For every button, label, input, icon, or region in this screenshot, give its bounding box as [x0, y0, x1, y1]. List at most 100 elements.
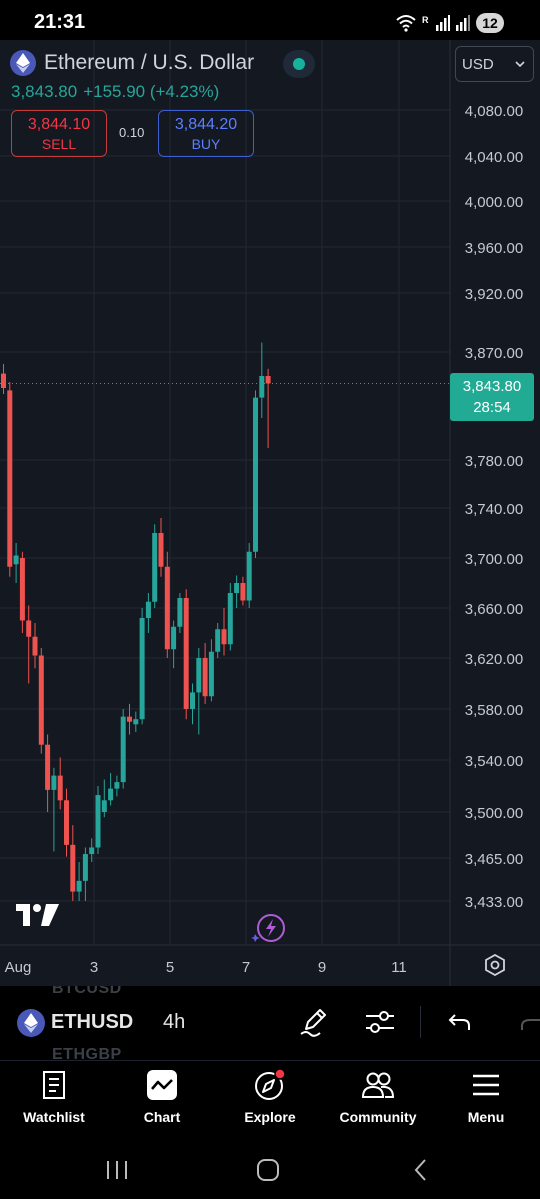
candle: [1, 364, 6, 394]
candle: [127, 703, 132, 735]
y-tick-label: 3,465.00: [465, 851, 523, 868]
chart-area[interactable]: 4,080.00 4,040.00 4,000.00 3,960.00 3,920.00…: [0, 40, 540, 986]
nav-menu[interactable]: Menu: [432, 1067, 540, 1133]
candle: [70, 825, 76, 901]
y-tick-label: 3,500.00: [465, 805, 523, 822]
spread-value: 0.10: [119, 125, 145, 140]
symbol-bar[interactable]: BTCUSD ETHGBP ETHUSD 4h: [0, 986, 540, 1060]
buy-button[interactable]: 3,844.20 BUY: [158, 110, 254, 157]
symbol-header[interactable]: Ethereum / U.S. Dollar: [10, 48, 254, 78]
notification-badge: 12: [476, 13, 504, 33]
candle: [120, 709, 126, 789]
home-button[interactable]: [248, 1152, 288, 1188]
undo-button[interactable]: [442, 1004, 478, 1040]
watchlist-icon: [0, 1067, 108, 1103]
candle: [145, 593, 151, 633]
y-tick-label: 3,780.00: [465, 453, 523, 470]
y-tick-label: 4,000.00: [465, 194, 523, 211]
back-button[interactable]: [400, 1152, 440, 1188]
nav-community-label: Community: [339, 1109, 417, 1125]
candle: [253, 390, 258, 558]
indicators-button[interactable]: [362, 1004, 398, 1040]
y-tick-label: 3,870.00: [465, 345, 523, 362]
price-summary: 3,843.80 +155.90 (+4.23%): [11, 82, 219, 102]
candle: [19, 551, 25, 633]
status-icons: R 12: [396, 12, 504, 34]
last-price-tag: 3,843.80 28:54: [450, 373, 534, 421]
drawing-tool-button[interactable]: [295, 1004, 331, 1040]
system-nav-bar: [0, 1140, 540, 1199]
nav-explore[interactable]: Explore: [216, 1067, 324, 1133]
candle: [64, 788, 69, 857]
candle: [265, 368, 271, 448]
candle: [38, 648, 44, 754]
candle: [240, 576, 246, 606]
candle: [227, 583, 233, 651]
candle: [259, 342, 265, 418]
recent-apps-button[interactable]: [97, 1152, 137, 1188]
x-tick-label: 9: [318, 959, 326, 976]
market-status-icon[interactable]: [283, 50, 315, 78]
symbol-ticker[interactable]: ETHUSD: [51, 1011, 134, 1033]
currency-select[interactable]: USD: [455, 46, 534, 82]
settings-icon[interactable]: [484, 954, 506, 976]
candle: [152, 524, 158, 608]
tradingview-logo-icon: [16, 904, 59, 926]
candle: [171, 620, 177, 669]
buy-price: 3,844.20: [174, 116, 238, 133]
interval-selector[interactable]: 4h: [163, 1011, 186, 1033]
sell-label: SELL: [41, 136, 77, 152]
nav-watchlist[interactable]: Watchlist: [0, 1067, 108, 1133]
next-symbol[interactable]: ETHGBP: [52, 1046, 122, 1060]
y-tick-label: 3,580.00: [465, 702, 523, 719]
y-tick-label: 3,740.00: [465, 501, 523, 518]
candle: [13, 543, 19, 583]
candle: [133, 711, 139, 732]
price-tag-value: 3,843.80: [462, 378, 522, 395]
candle: [89, 838, 95, 863]
price-chart[interactable]: 4,080.00 4,040.00 4,000.00 3,960.00 3,920.00…: [0, 40, 540, 986]
ethereum-logo-icon: [17, 1009, 45, 1037]
candle: [196, 648, 202, 735]
x-tick-label: Aug: [5, 959, 32, 976]
candle: [57, 757, 63, 810]
y-tick-label: 4,080.00: [465, 103, 523, 120]
nav-menu-label: Menu: [467, 1109, 505, 1125]
price-tag-countdown: 28:54: [473, 399, 511, 416]
candle: [215, 623, 221, 658]
sell-button[interactable]: 3,844.10 SELL: [11, 110, 107, 157]
sliders-icon: [366, 1011, 394, 1033]
candle: [221, 608, 227, 656]
recent-apps-icon: [107, 1161, 127, 1179]
candle: [101, 779, 107, 818]
candle: [183, 589, 189, 720]
candle: [82, 847, 88, 901]
nav-watchlist-label: Watchlist: [23, 1109, 85, 1125]
redo-icon[interactable]: [520, 1016, 540, 1032]
symbol-title[interactable]: Ethereum / U.S. Dollar: [44, 51, 255, 74]
x-tick-label: 7: [242, 959, 250, 976]
candle: [208, 639, 214, 702]
x-tick-label: 3: [90, 959, 98, 976]
chevron-down-icon: [515, 61, 525, 67]
bottom-nav: Watchlist Chart Explore: [0, 1060, 540, 1140]
nav-explore-label: Explore: [244, 1109, 296, 1125]
candle: [234, 575, 240, 608]
candle: [45, 734, 51, 812]
y-tick-label: 3,620.00: [465, 651, 523, 668]
lightning-ai-icon[interactable]: [250, 912, 288, 946]
last-price: 3,843.80: [11, 82, 78, 101]
candle: [114, 775, 120, 797]
hamburger-menu-icon: [432, 1067, 540, 1103]
community-icon: [324, 1067, 432, 1103]
currency-value: USD: [462, 55, 494, 73]
home-icon: [257, 1159, 279, 1181]
y-tick-label: 3,700.00: [465, 551, 523, 568]
nav-chart[interactable]: Chart: [108, 1067, 216, 1133]
sell-price: 3,844.10: [27, 116, 91, 133]
candle: [95, 786, 101, 855]
chart-icon: [108, 1067, 216, 1103]
nav-community[interactable]: Community: [324, 1067, 432, 1133]
prev-symbol[interactable]: BTCUSD: [52, 986, 122, 997]
x-tick-label: 11: [391, 959, 407, 976]
